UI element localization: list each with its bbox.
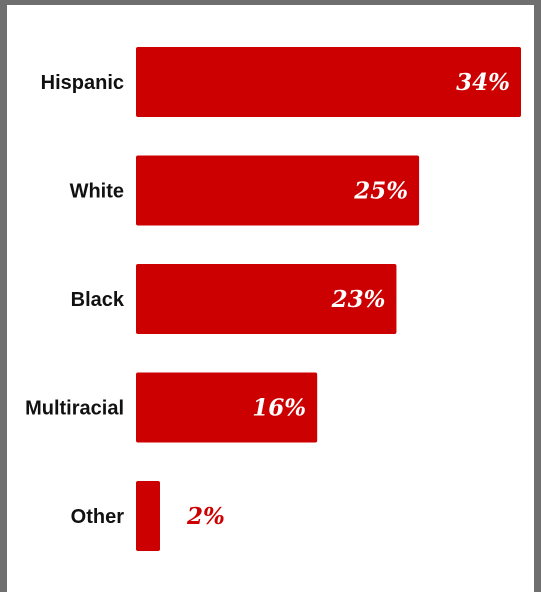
category-label-multiracial: Multiracial <box>25 398 124 420</box>
category-label-hispanic: Hispanic <box>41 72 124 94</box>
bar-multiracial <box>136 372 318 443</box>
value-label-black: 23% <box>331 286 386 313</box>
value-label-other: 2% <box>186 503 225 530</box>
value-label-white: 25% <box>353 178 408 205</box>
bar-chart: Hispanic 34% White 25% Black 23% Multiracial 16… <box>25 47 521 551</box>
category-label-white: White <box>70 181 124 203</box>
bar-other <box>136 481 160 551</box>
category-label-other: Other <box>71 506 125 528</box>
value-label-hispanic: 34% <box>456 69 510 96</box>
bar-white <box>136 155 420 226</box>
value-label-multiracial: 16% <box>252 395 306 422</box>
bar-hispanic <box>136 47 521 117</box>
chart-card: Hispanic 34% White 25% Black 23% Multiracial 16… <box>7 5 534 592</box>
category-label-black: Black <box>71 289 125 311</box>
bar-black <box>136 264 397 334</box>
